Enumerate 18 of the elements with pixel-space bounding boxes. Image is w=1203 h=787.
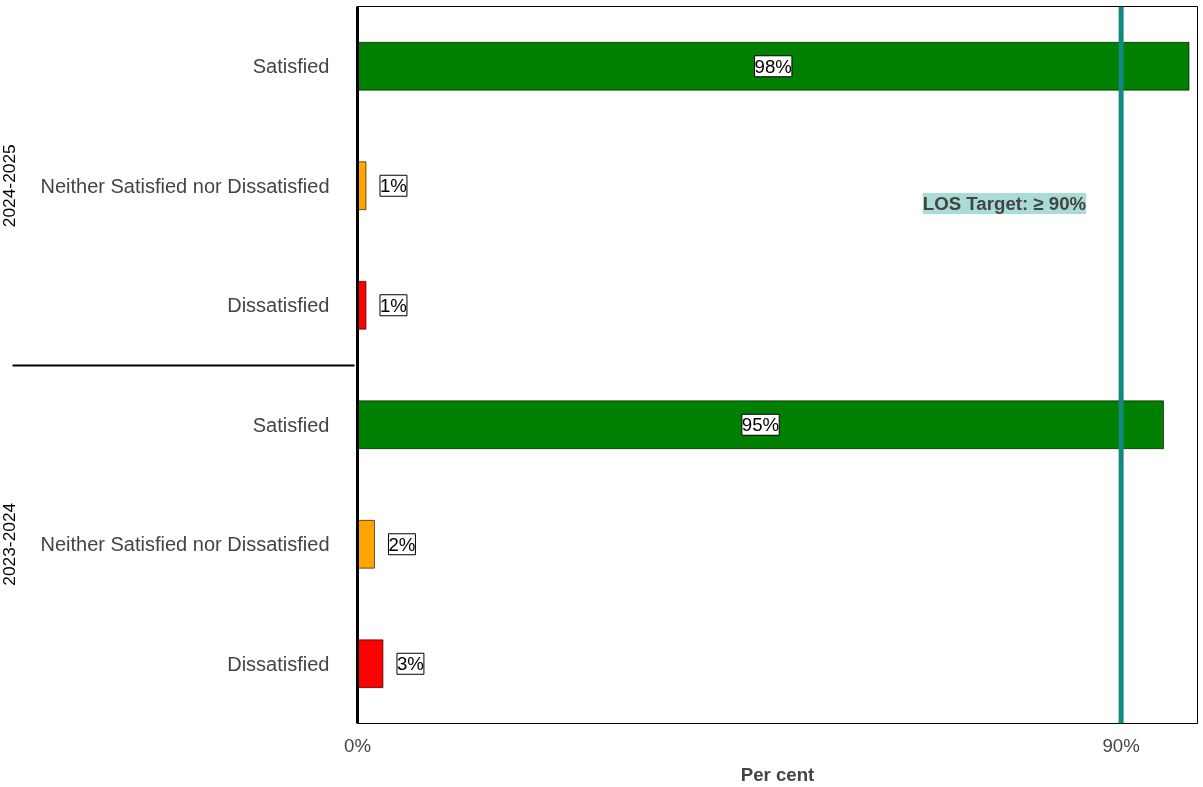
data-label: 1% (379, 294, 407, 316)
y-tick-label: Neither Satisfied nor Dissatisfied (40, 174, 330, 197)
data-label: 98% (754, 55, 792, 77)
y-tick-label: Dissatisfied (227, 652, 330, 675)
x-tick-label: 90% (1102, 734, 1140, 756)
y-tick-label: Satisfied (252, 55, 330, 78)
y-tick-label: Neither Satisfied nor Dissatisfied (40, 533, 330, 556)
x-axis-title: Per cent (740, 763, 815, 785)
data-label: 95% (741, 414, 780, 436)
x-tick-label: 0% (344, 734, 371, 756)
y-tick-label: Dissatisfied (227, 294, 330, 317)
data-label: 3% (396, 653, 424, 675)
text: 2024-2025 (0, 144, 20, 228)
ref-line-label: LOS Target: ≥ 90% (922, 193, 1087, 214)
data-label: 2% (388, 533, 416, 555)
y-tick-label: Satisfied (252, 413, 330, 436)
text: 2023-2024 (0, 502, 20, 586)
data-label: 1% (379, 175, 407, 197)
